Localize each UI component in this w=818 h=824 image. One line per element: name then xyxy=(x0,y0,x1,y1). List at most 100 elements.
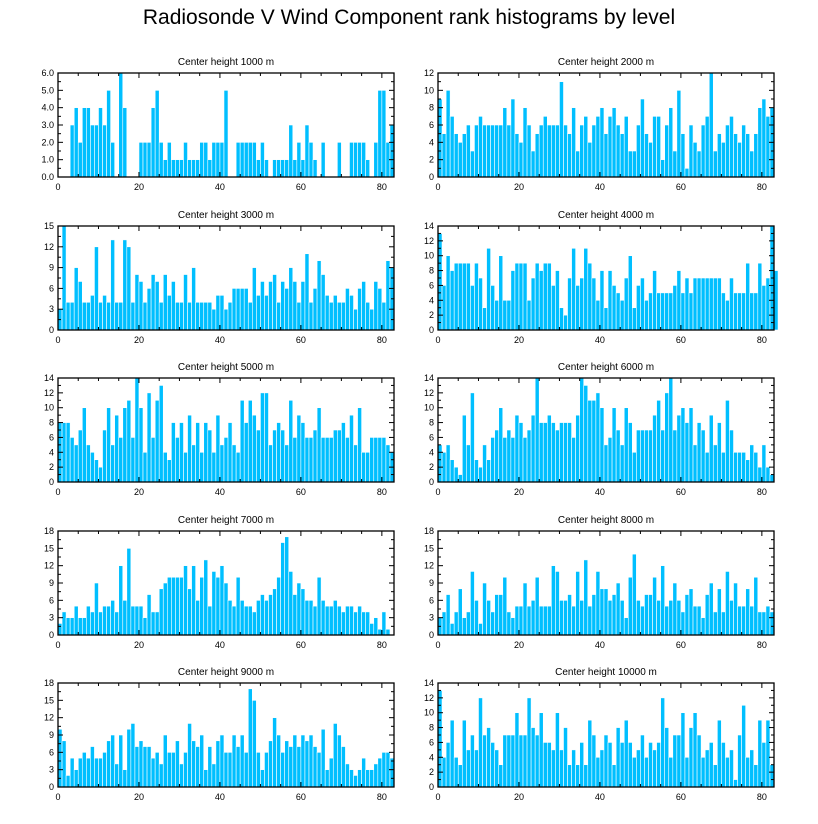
x-tick-label: 60 xyxy=(296,487,306,497)
histogram-bar xyxy=(353,775,358,788)
histogram-bar xyxy=(486,727,491,788)
histogram-bar xyxy=(619,444,625,483)
histogram-bar xyxy=(623,407,629,483)
y-tick-label: 10 xyxy=(424,251,434,261)
histogram-bar xyxy=(457,474,463,483)
y-tick-label: 2 xyxy=(429,310,434,320)
histogram-bar xyxy=(551,285,556,331)
histogram-bar xyxy=(320,600,326,636)
histogram-bar xyxy=(534,133,540,178)
histogram-bar xyxy=(81,407,87,483)
histogram-bar xyxy=(648,292,653,331)
histogram-bar xyxy=(207,746,213,788)
histogram-bar xyxy=(453,466,459,483)
histogram-bar xyxy=(757,719,763,788)
histogram-bar xyxy=(757,262,763,331)
histogram-bar xyxy=(761,98,767,178)
histogram-bar xyxy=(652,270,657,331)
histogram-bar xyxy=(668,377,674,483)
histogram-bar xyxy=(445,90,451,178)
histogram-bar xyxy=(482,307,487,331)
histogram-bar xyxy=(745,262,751,331)
histogram-bar xyxy=(498,124,504,178)
histogram-bar xyxy=(175,437,180,483)
histogram-bar xyxy=(138,281,144,331)
histogram-bar xyxy=(567,133,572,178)
histogram-bar xyxy=(154,399,160,483)
histogram-bar xyxy=(357,605,362,636)
histogram-bar xyxy=(118,72,124,178)
histogram-bar xyxy=(114,414,120,483)
histogram-bar xyxy=(90,295,95,331)
histogram-bar xyxy=(611,285,617,331)
histogram-bar xyxy=(587,719,593,788)
x-tick-label: 20 xyxy=(134,792,144,802)
histogram-bar xyxy=(349,605,354,636)
histogram-bar xyxy=(146,594,152,636)
histogram-bar xyxy=(179,576,184,636)
histogram-bar xyxy=(607,270,613,331)
histogram-bar xyxy=(660,159,665,178)
histogram-bar xyxy=(179,763,184,788)
histogram-bar xyxy=(583,764,589,788)
histogram-bar xyxy=(502,437,508,483)
x-tick-label: 40 xyxy=(215,182,225,192)
histogram-bar xyxy=(373,763,379,788)
histogram-bar xyxy=(94,459,99,483)
histogram-bar xyxy=(494,124,500,178)
histogram-bar xyxy=(341,611,346,636)
histogram-bar xyxy=(276,576,281,636)
histogram-bar xyxy=(704,749,710,788)
histogram-bar xyxy=(300,588,306,636)
histogram-bar xyxy=(603,307,609,331)
histogram-bar xyxy=(725,571,730,636)
histogram-bar xyxy=(490,742,495,788)
histogram-bar xyxy=(146,746,152,788)
histogram-bar xyxy=(308,142,314,178)
histogram-bar xyxy=(555,270,560,331)
histogram-bar xyxy=(276,301,281,331)
histogram-bar xyxy=(506,429,512,483)
histogram-bar xyxy=(247,142,253,178)
histogram-bar xyxy=(745,588,751,636)
histogram-bar xyxy=(296,746,302,788)
histogram-bar xyxy=(676,414,682,483)
histogram-bar xyxy=(664,124,670,178)
histogram-bar xyxy=(595,116,601,178)
histogram-bar xyxy=(199,301,205,331)
y-tick-label: 10 xyxy=(424,85,434,95)
histogram-bar xyxy=(526,605,532,636)
histogram-bar xyxy=(510,734,516,788)
y-tick-label: 6 xyxy=(49,283,54,293)
histogram-bar xyxy=(729,116,734,178)
histogram-bar xyxy=(502,107,508,178)
histogram-bar xyxy=(656,742,661,788)
histogram-bar xyxy=(162,734,168,788)
histogram-bar xyxy=(247,301,253,331)
x-tick-label: 60 xyxy=(296,182,306,192)
histogram-bar xyxy=(700,617,706,636)
histogram-bar xyxy=(272,588,277,636)
histogram-bar xyxy=(223,582,229,636)
histogram-bar xyxy=(542,262,548,331)
histogram-bar xyxy=(741,451,746,483)
y-tick-label: 2 xyxy=(429,767,434,777)
histogram-bar xyxy=(555,429,560,483)
histogram-bar xyxy=(361,451,366,483)
histogram-bar xyxy=(106,90,111,178)
histogram-bar xyxy=(219,142,225,178)
histogram-bar xyxy=(252,142,257,178)
histogram-bar xyxy=(207,301,213,331)
histogram-bar xyxy=(538,124,544,178)
histogram-bar xyxy=(324,769,330,788)
histogram-bar xyxy=(725,756,730,788)
histogram-bar xyxy=(118,437,124,483)
histogram-bar xyxy=(304,740,310,788)
histogram-bar xyxy=(660,565,665,636)
histogram-bar xyxy=(474,749,479,788)
histogram-bar xyxy=(122,600,128,636)
histogram-bar xyxy=(110,142,115,178)
histogram-bar xyxy=(607,742,613,788)
histogram-bar xyxy=(312,746,318,788)
histogram-bar xyxy=(668,600,674,636)
